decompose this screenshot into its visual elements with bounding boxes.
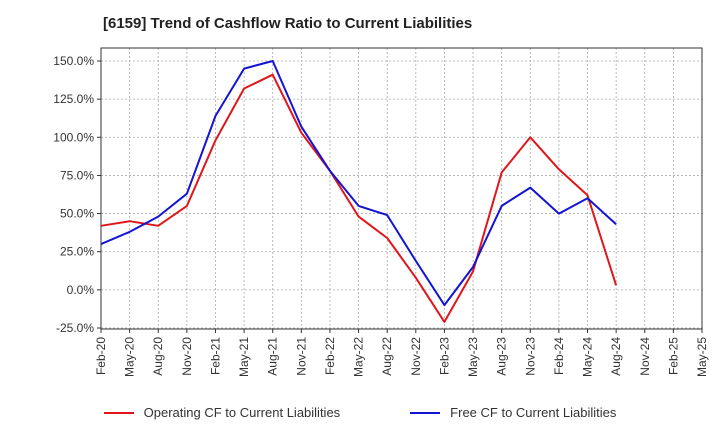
x-tick-label: Nov-21 (294, 337, 308, 376)
legend-item-free-cf: Free CF to Current Liabilities (410, 405, 616, 420)
y-tick-label: 25.0% (60, 245, 94, 259)
x-tick-label: May-24 (581, 337, 595, 377)
x-tick-label: Nov-23 (523, 337, 537, 376)
x-tick-label: Aug-23 (495, 337, 509, 376)
y-tick-label: 150.0% (53, 54, 94, 68)
chart-title: [6159] Trend of Cashflow Ratio to Curren… (103, 15, 473, 32)
x-tick-label: Nov-20 (180, 337, 194, 376)
grid-lines (100, 48, 703, 329)
x-tick-label: May-25 (695, 337, 709, 377)
series-lines (100, 60, 618, 323)
y-tick-label: 0.0% (67, 283, 95, 297)
legend-item-operating-cf: Operating CF to Current Liabilities (103, 405, 341, 420)
x-tick-label: Aug-24 (609, 337, 623, 376)
x-tick-label: Feb-23 (437, 337, 451, 375)
line-chart: -25.0% 0.0% 25.0% 50.0% 75.0% 100.0% 125.0% 150… (53, 47, 709, 377)
plot-frame (100, 47, 703, 330)
x-tick-label: Nov-22 (409, 337, 423, 376)
legend-label-operating-cf: Operating CF to Current Liabilities (143, 405, 341, 420)
x-tick-label: Aug-21 (266, 337, 280, 376)
y-tick-label: 50.0% (60, 207, 94, 221)
x-tick-label: Feb-22 (323, 337, 337, 375)
x-tick-label: Feb-25 (666, 337, 680, 375)
legend-label-free-cf: Free CF to Current Liabilities (450, 405, 617, 420)
x-tick-label: Feb-24 (552, 337, 566, 375)
x-tick-label: Aug-22 (380, 337, 394, 376)
x-tick-label: Feb-21 (208, 337, 222, 375)
x-tick-label: May-22 (352, 337, 366, 377)
series-line-0 (100, 73, 618, 323)
y-tick-label: 125.0% (53, 92, 94, 106)
axes: -25.0% 0.0% 25.0% 50.0% 75.0% 100.0% 125.0% 150… (53, 47, 709, 377)
x-tick-label: Aug-20 (151, 337, 165, 376)
x-tick-label: Nov-24 (638, 337, 652, 376)
y-tick-label: 75.0% (60, 168, 94, 182)
legend-swatch-operating-cf (103, 411, 134, 414)
x-tick-label: Feb-20 (94, 337, 108, 375)
x-tick-label: May-20 (123, 337, 137, 377)
y-tick-label: -25.0% (56, 321, 94, 335)
legend-swatch-free-cf (410, 411, 441, 414)
x-tick-label: May-23 (466, 337, 480, 377)
legend: Operating CF to Current Liabilities Free… (0, 405, 720, 420)
x-tick-label: May-21 (237, 337, 251, 377)
series-line-1 (100, 60, 617, 307)
y-tick-label: 100.0% (53, 130, 94, 144)
